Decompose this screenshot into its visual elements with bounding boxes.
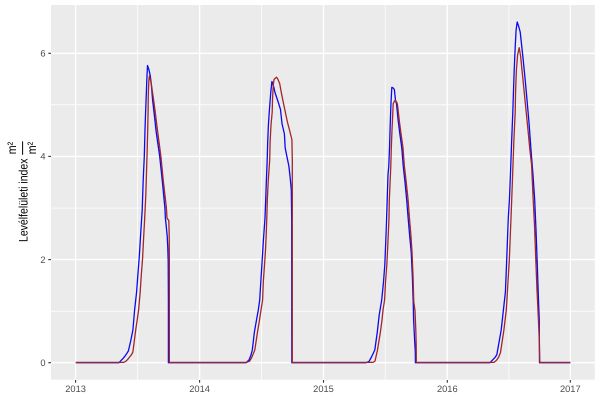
svg-text:2: 2 [40, 255, 45, 265]
svg-text:2013: 2013 [65, 384, 86, 394]
svg-text:0: 0 [40, 358, 45, 368]
svg-text:m²: m² [5, 142, 19, 154]
svg-text:2014: 2014 [189, 384, 210, 394]
svg-text:Levélfelületi index: Levélfelületi index [16, 158, 30, 242]
svg-text:2017: 2017 [560, 384, 581, 394]
svg-text:2015: 2015 [313, 384, 334, 394]
svg-text:4: 4 [40, 152, 45, 162]
svg-text:m²: m² [25, 142, 39, 154]
svg-text:6: 6 [40, 49, 45, 59]
svg-text:2016: 2016 [437, 384, 458, 394]
